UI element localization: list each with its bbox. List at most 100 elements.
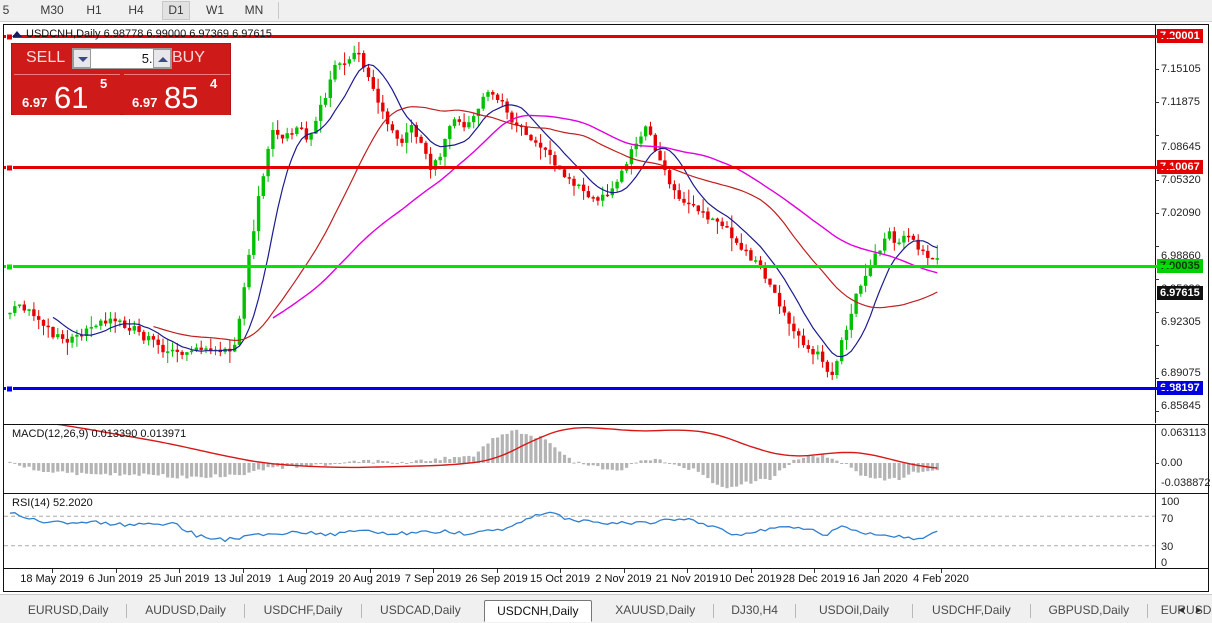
resistance-arrow-1: [1155, 35, 1173, 38]
resistance-line-720001[interactable]: [4, 35, 1155, 38]
chart-title-text: USDCNH,Daily 6.98778 6.99000 6.97369 6.9…: [26, 28, 272, 40]
macd-plot-area[interactable]: [4, 425, 1208, 493]
price-tick-mark-9: [1155, 345, 1159, 346]
volume-decrease-button[interactable]: [73, 49, 91, 68]
price-tick-mark-3: [1155, 135, 1159, 136]
support-arrow: [1155, 387, 1173, 390]
macd-plot: [8, 425, 939, 489]
buy-price-big: 85: [164, 80, 199, 115]
chart-tab-usdcnh-daily[interactable]: USDCNH,Daily: [483, 600, 592, 622]
pivot-line-700035[interactable]: [4, 265, 1155, 268]
price-plot-area[interactable]: [4, 25, 1208, 423]
time-axis-label: 18 May 2019: [20, 573, 84, 585]
chart-tab-eurusd-h1[interactable]: EURUSD,H1: [1160, 603, 1212, 617]
price-badge-resistance-2[interactable]: 7.10067: [1157, 160, 1203, 174]
toolbar-divider: [278, 2, 279, 19]
time-tick-mark: [560, 569, 561, 573]
price-badge-resistance-1[interactable]: 7.20001: [1157, 29, 1203, 43]
time-tick-mark: [496, 569, 498, 573]
time-tick-mark: [814, 569, 815, 573]
rsi-pane[interactable]: RSI(14) 52.2020 100 70 30 0: [4, 493, 1208, 569]
one-click-trading-panel[interactable]: SELL BUY 5.00 6.97 61 5 6.97 85: [11, 43, 231, 115]
price-tick-mark-1: [1155, 69, 1159, 70]
chart-tab-eurusd-daily[interactable]: EURUSD,Daily: [27, 603, 109, 617]
price-pane[interactable]: USDCNH,Daily 6.98778 6.99000 6.97369 6.9…: [4, 25, 1208, 423]
time-axis-label: 15 Oct 2019: [530, 573, 590, 585]
rsi-tick-70: 70: [1161, 513, 1174, 525]
time-axis-label: 26 Sep 2019: [465, 573, 528, 585]
timeframe-button-m30[interactable]: M30: [40, 3, 64, 17]
price-tick-mark-2: [1155, 102, 1159, 103]
one-click-top-row: SELL BUY 5.00: [12, 44, 230, 74]
resistance-arrow-2: [1155, 166, 1173, 169]
tab-divider: [243, 604, 245, 618]
rsi-plot-area[interactable]: [4, 494, 1208, 568]
time-axis: 18 May 2019 6 Jun 2019 25 Jun 2019 13 Jul 2…: [4, 568, 1208, 592]
macd-pane[interactable]: MACD(12,26,9) 0.013390 0.013971 0.063113…: [4, 424, 1211, 493]
chart-tab-usdoil-daily[interactable]: USDOil,Daily: [818, 603, 889, 617]
timeframe-button-d1[interactable]: D1: [162, 1, 190, 20]
time-tick-mark: [306, 569, 307, 573]
price-tick-692305: 6.92305: [1161, 316, 1201, 328]
price-tick-mark-5: [1155, 213, 1159, 214]
chart-tab-gbpusd-daily[interactable]: GBPUSD,Daily: [1048, 603, 1130, 617]
chart-tab-usdcad-daily[interactable]: USDCAD,Daily: [380, 603, 461, 617]
tab-divider: [794, 604, 796, 618]
tab-divider: [361, 604, 363, 618]
support-line-688197[interactable]: [4, 387, 1155, 390]
price-scale-divider: [1155, 25, 1156, 423]
tabs-scroll-left-icon[interactable]: ◄: [1176, 605, 1186, 616]
chart-tab-xauusd-daily[interactable]: XAUUSD,Daily: [615, 603, 696, 617]
time-tick-mark: [369, 569, 371, 573]
buy-price-prefix: 6.97: [132, 95, 158, 110]
price-tick-705320: 7.05320: [1161, 174, 1201, 186]
chevron-down-icon: [78, 57, 88, 62]
chart-tab-bar: EURUSD,Daily AUDUSD,Daily USDCHF,Daily USDC…: [0, 594, 1212, 623]
chevron-up-icon: [158, 57, 168, 62]
price-badge-pivot[interactable]: 7.00035: [1157, 259, 1203, 273]
time-tick-mark: [941, 569, 942, 573]
time-axis-label: 7 Sep 2019: [404, 573, 462, 585]
time-axis-label: 2 Nov 2019: [595, 573, 652, 585]
macd-scale-divider: [1155, 425, 1156, 493]
chart-tab-usdchf-daily[interactable]: USDCHF,Daily: [932, 603, 1011, 617]
sell-price-sup: 5: [100, 76, 108, 91]
pivot-line-handle[interactable]: [6, 263, 13, 270]
resistance-line-handle-2[interactable]: [6, 164, 13, 171]
volume-increase-button[interactable]: [153, 49, 171, 68]
tab-divider: [126, 604, 128, 618]
resistance-line-710067[interactable]: [4, 166, 1155, 169]
buy-button[interactable]: 6.97 85 4: [124, 74, 230, 115]
sell-label: SELL: [26, 49, 66, 66]
time-axis-label: 16 Jan 2020: [847, 573, 908, 585]
tab-divider: [1147, 604, 1148, 618]
time-axis-label: 28 Dec 2019: [782, 573, 846, 585]
chart-title-ohlc: USDCNH,Daily 6.98778 6.99000 6.97369 6.9…: [12, 28, 272, 40]
price-tick-mark-8: [1155, 312, 1159, 313]
price-tick-702090: 7.02090: [1161, 207, 1201, 219]
tab-divider: [912, 604, 914, 618]
timeframe-button-h4[interactable]: H4: [128, 3, 144, 17]
time-axis-label: 10 Dec 2019: [719, 573, 782, 585]
time-tick-mark: [242, 569, 244, 573]
timeframe-button-w1[interactable]: W1: [206, 3, 224, 17]
sell-button[interactable]: 6.97 61 5: [14, 74, 120, 115]
time-tick-mark: [750, 569, 752, 573]
time-axis-label: 4 Feb 2020: [913, 573, 969, 585]
timeframe-button-mn[interactable]: MN: [244, 3, 264, 17]
tab-divider: [1029, 604, 1031, 618]
tabs-scroll-right-icon[interactable]: ►: [1194, 605, 1204, 616]
chart-menu-triangle-icon[interactable]: [12, 31, 22, 38]
chart-tab-dj30-h4[interactable]: DJ30,H4: [731, 603, 778, 617]
time-tick-mark: [623, 569, 625, 573]
price-badge-support[interactable]: 6.88197: [1157, 381, 1203, 395]
candlestick-plot: [8, 42, 939, 380]
chart-window[interactable]: USDCNH,Daily 6.98778 6.99000 6.97369 6.9…: [3, 24, 1211, 592]
timeframe-button-m15[interactable]: 5: [2, 3, 10, 17]
chart-tab-usdchf-daily[interactable]: USDCHF,Daily: [263, 603, 343, 617]
price-tick-mark-6: [1155, 246, 1159, 247]
support-line-handle[interactable]: [6, 385, 13, 392]
macd-label: MACD(12,26,9) 0.013390 0.013971: [12, 428, 187, 440]
timeframe-button-h1[interactable]: H1: [86, 3, 102, 17]
chart-tab-audusd-daily[interactable]: AUDUSD,Daily: [145, 603, 226, 617]
